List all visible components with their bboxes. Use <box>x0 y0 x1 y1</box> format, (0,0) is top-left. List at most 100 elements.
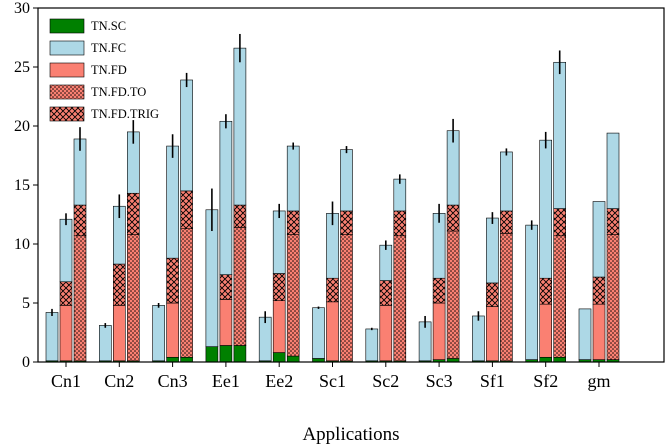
segment-tn-fd-to <box>233 227 247 346</box>
segment-tn-fd-trig <box>272 273 286 301</box>
segment-tn-fc <box>486 217 499 284</box>
segment-tn-fd-trig <box>166 257 179 304</box>
segment-tn-fd-to <box>180 228 193 358</box>
segment-tn-sc <box>166 356 179 363</box>
segment-tn-fc <box>500 151 513 212</box>
segment-tn-fd <box>539 303 553 358</box>
x-tick-label: Cn3 <box>158 371 188 391</box>
segment-tn-fc <box>606 132 620 209</box>
segment-tn-fd <box>592 303 606 360</box>
segment-tn-fd <box>486 306 499 362</box>
segment-tn-fc <box>432 213 446 279</box>
x-tick-label: Sc2 <box>372 371 399 391</box>
legend-swatch <box>49 40 85 56</box>
segment-tn-fc <box>286 145 300 212</box>
x-axis-title: Applications <box>302 424 399 445</box>
segment-tn-fc <box>152 305 165 362</box>
segment-tn-fc <box>312 307 325 359</box>
legend-swatch <box>49 18 85 34</box>
x-tick-label: Ee1 <box>212 371 240 391</box>
legend-label: TN.FC <box>91 41 126 55</box>
segment-tn-fc <box>379 244 393 281</box>
legend-label: TN.SC <box>91 19 126 33</box>
segment-tn-fd-trig <box>500 210 513 234</box>
segment-tn-fd-trig <box>379 280 393 306</box>
legend: TN.SC TN.FC TN.FD TN.FD.TO TN.FD.TRIG <box>49 18 159 122</box>
segment-tn-sc <box>219 345 233 363</box>
segment-tn-fd <box>272 300 286 353</box>
segment-tn-fd-trig <box>127 192 140 235</box>
segment-tn-fd-trig <box>73 204 87 237</box>
segment-tn-fc <box>272 210 286 274</box>
segment-tn-fd-to <box>393 235 407 362</box>
segment-tn-fc <box>365 328 379 362</box>
x-tick-label: Sc1 <box>319 371 346 391</box>
segment-tn-fc <box>166 145 179 259</box>
legend-swatch <box>49 62 85 78</box>
legend-label: TN.FD.TRIG <box>91 107 159 121</box>
segment-tn-fd-trig <box>326 277 339 303</box>
segment-tn-fc <box>553 61 567 209</box>
segment-tn-fc <box>472 315 485 362</box>
segment-tn-fc <box>180 79 193 192</box>
y-tick-label: 10 <box>14 236 30 253</box>
x-tick-label: Sc3 <box>426 371 453 391</box>
y-tick-label: 25 <box>14 59 30 76</box>
segment-tn-fd-trig <box>113 263 126 306</box>
y-tick-label: 0 <box>22 354 30 371</box>
segment-tn-fd-trig <box>340 210 353 235</box>
segment-tn-fd-trig <box>592 276 606 305</box>
segment-tn-fd-to <box>286 234 300 357</box>
y-tick-label: 20 <box>14 118 30 135</box>
y-tick-label: 5 <box>22 295 30 312</box>
segment-tn-fd-to <box>73 235 87 362</box>
x-tick-label: Cn1 <box>51 371 81 391</box>
x-axis: Cn1 Cn2 Cn3 Ee1 Ee2 Sc1 Sc2 Sc3 Sf1 Sf2 gm <box>51 362 611 391</box>
segment-tn-fd-trig <box>393 210 407 237</box>
segment-tn-fc <box>393 178 407 212</box>
segment-tn-sc <box>539 356 553 363</box>
segment-tn-fc <box>340 149 353 212</box>
x-tick-label: Cn2 <box>104 371 134 391</box>
x-tick-label: Ee2 <box>265 371 293 391</box>
segment-tn-fc <box>219 120 233 275</box>
segment-tn-fc <box>578 308 592 360</box>
segment-tn-fd <box>166 302 179 358</box>
segment-tn-fd-to <box>127 234 140 362</box>
segment-tn-fc <box>539 139 553 279</box>
segment-tn-sc <box>553 356 567 363</box>
legend-label: TN.FD <box>91 63 127 77</box>
bars <box>45 47 620 363</box>
segment-tn-fd-trig <box>219 274 233 300</box>
segment-tn-fd <box>59 305 73 362</box>
segment-tn-fd <box>379 305 393 362</box>
segment-tn-fd-trig <box>432 277 446 304</box>
segment-tn-sc <box>180 356 193 363</box>
segment-tn-fd-to <box>500 233 513 362</box>
segment-tn-fd-trig <box>606 208 620 235</box>
segment-tn-fc <box>525 224 539 360</box>
segment-tn-fd-trig <box>286 210 300 235</box>
segment-tn-fc <box>45 312 59 362</box>
segment-tn-sc <box>233 345 247 363</box>
segment-tn-fd-to <box>446 230 460 359</box>
segment-tn-fc <box>592 201 606 278</box>
segment-tn-fd <box>432 302 446 360</box>
x-tick-label: Sf2 <box>533 371 558 391</box>
legend-swatch <box>49 84 85 100</box>
segment-tn-fd-trig <box>233 204 247 228</box>
x-tick-label: gm <box>587 371 610 391</box>
segment-tn-fc <box>99 325 112 362</box>
segment-tn-fc <box>258 316 272 362</box>
segment-tn-fd-trig <box>59 281 73 306</box>
segment-tn-sc <box>272 352 286 363</box>
segment-tn-fd-to <box>340 234 353 362</box>
segment-tn-fd-trig <box>180 190 193 229</box>
y-tick-label: 15 <box>14 177 30 194</box>
segment-tn-fc <box>233 47 247 206</box>
y-axis: 0 5 10 15 20 25 30 <box>14 0 38 371</box>
segment-tn-fd <box>113 305 126 362</box>
legend-label: TN.FD.TO <box>91 85 146 99</box>
segment-tn-fd-to <box>553 235 567 358</box>
